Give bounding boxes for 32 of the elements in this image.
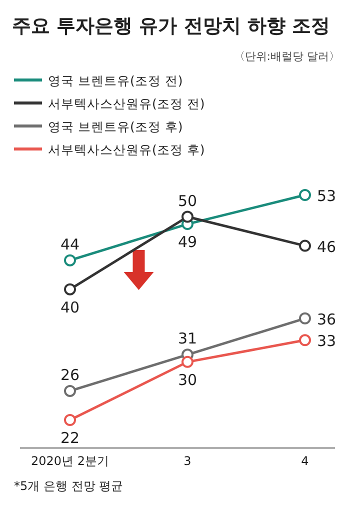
data-label: 22 [60,429,80,447]
data-label: 50 [178,192,198,210]
point [299,312,311,324]
legend-label: 서부텍사스산원유(조정 후) [48,142,205,157]
x-tick-label: 4 [301,454,309,468]
point [299,240,311,252]
point [299,189,311,201]
point [182,210,194,223]
text: *5개 은행 전망 평균 [14,479,124,493]
point [64,283,76,296]
data-label: 36 [317,310,336,328]
point [64,414,76,426]
x-tick-label: 2020년 2분기 [31,454,109,468]
data-label: 26 [60,366,80,384]
data-label: 49 [178,233,198,252]
data-label: 33 [317,332,336,350]
point [64,384,76,397]
point [182,356,194,368]
data-label: 30 [178,370,198,389]
x-tick-label: 3 [184,454,192,468]
data-label: 53 [317,187,336,205]
data-label: 31 [178,330,198,348]
chart-subtitle: 〈단위:배럴당 달러〉 [234,50,340,63]
chart-title: 주요 투자은행 유가 전망치 하향 조정 [12,15,330,37]
data-label: 46 [317,238,336,256]
legend-label: 서부텍사스산원유(조정 전) [48,96,205,111]
data-label: 44 [60,235,80,254]
legend-label: 영국 브렌트유(조정 후) [48,119,183,134]
data-label: 40 [60,298,80,316]
legend-label: 영국 브렌트유(조정 전) [48,73,183,88]
point [299,334,311,346]
point [64,254,76,266]
